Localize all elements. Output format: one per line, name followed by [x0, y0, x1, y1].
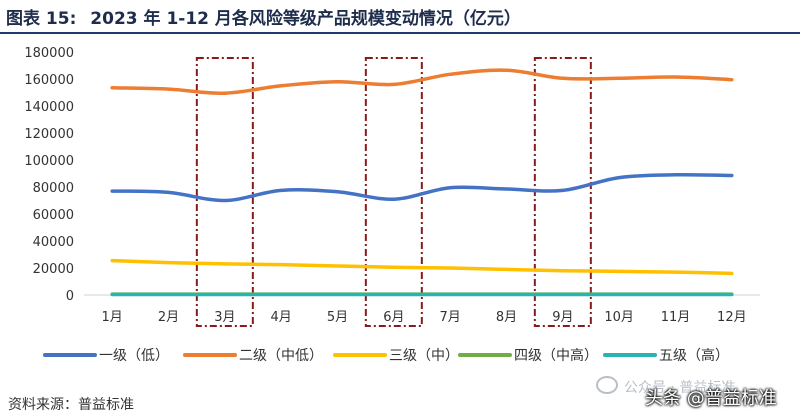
legend: 一级（低） 二级（中低） 三级（中） 四级（中高） 五级（高）	[43, 347, 729, 364]
y-tick-label: 60000	[33, 208, 74, 223]
watermark-text: 公众号 · 普益标准	[624, 380, 736, 396]
y-tick-label: 160000	[24, 73, 74, 88]
figure-title-text: 2023 年 1-12 月各风险等级产品规模变动情况（亿元）	[90, 9, 521, 29]
y-tick-label: 40000	[33, 235, 74, 250]
legend-label: 一级（低）	[99, 348, 169, 364]
x-tick-label: 2月	[158, 310, 179, 325]
legend-label: 五级（高）	[659, 347, 729, 364]
x-tick-label: 10月	[604, 310, 634, 325]
figure-title: 图表 15: 2023 年 1-12 月各风险等级产品规模变动情况（亿元）	[6, 4, 521, 29]
x-tick-label: 4月	[271, 310, 292, 325]
y-tick-label: 80000	[33, 181, 74, 196]
x-tick-label: 12月	[717, 310, 747, 325]
x-tick-label: 1月	[102, 310, 123, 325]
highlight-box	[364, 57, 423, 327]
watermark: 公众号 · 普益标准	[596, 376, 735, 397]
series-line-1	[110, 172, 734, 203]
wechat-icon	[596, 376, 618, 394]
x-tick-label: 5月	[327, 310, 348, 325]
figure-label: 图表 15:	[6, 9, 77, 29]
y-axis: 0 20000 40000 60000 80000 100000 120000 140000 1…	[24, 46, 74, 304]
y-tick-label: 100000	[24, 154, 74, 169]
series-lines	[110, 68, 734, 297]
title-divider	[0, 32, 800, 34]
source-note: 资料来源：普益标准	[8, 397, 134, 413]
x-tick-label: 11月	[661, 310, 691, 325]
x-tick-label: 9月	[552, 310, 573, 325]
legend-label: 三级（中）	[389, 348, 459, 364]
legend-label: 二级（中低）	[239, 348, 323, 364]
legend-label: 四级（中高）	[514, 347, 598, 364]
x-tick-label: 8月	[496, 310, 517, 325]
y-tick-label: 140000	[24, 100, 74, 115]
y-tick-label: 0	[66, 289, 74, 304]
y-tick-label: 120000	[24, 127, 74, 142]
x-tick-label: 7月	[440, 310, 461, 325]
highlight-box	[195, 57, 254, 327]
series-line-3	[110, 258, 734, 276]
y-tick-label: 20000	[33, 262, 74, 277]
x-tick-label: 6月	[383, 310, 404, 325]
toutiao-overlay: 头条 @普益标准	[645, 388, 777, 409]
x-axis: 1月 2月 3月 4月 5月 6月 7月 8月 9月 10月 11月 12月	[84, 294, 760, 325]
y-tick-label: 180000	[24, 46, 74, 61]
series-line-2	[110, 68, 734, 95]
x-tick-label: 3月	[214, 310, 235, 325]
